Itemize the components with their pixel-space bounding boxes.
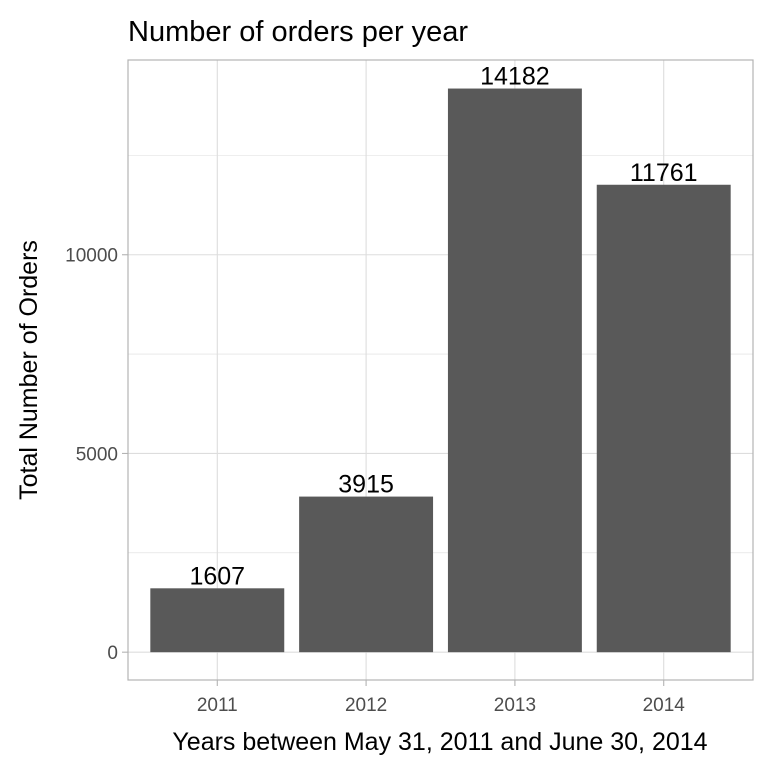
y-axis: 0 5000 10000	[65, 246, 128, 664]
data-label-2012: 3915	[338, 471, 394, 499]
bar-2011	[150, 588, 285, 653]
bar-2013	[447, 88, 582, 653]
data-labels: 1607 3915 14182 11761	[189, 63, 697, 591]
bars	[150, 88, 731, 653]
x-tick-label: 2013	[494, 695, 536, 716]
y-tick-label: 0	[107, 643, 118, 664]
y-tick-label: 5000	[76, 444, 118, 465]
x-axis: 2011 2012 2013 2014	[197, 680, 685, 716]
x-axis-title: Years between May 31, 2011 and June 30, …	[172, 728, 707, 756]
chart-title: Number of orders per year	[128, 16, 468, 48]
data-label-2013: 14182	[480, 63, 550, 91]
x-tick-label: 2012	[345, 695, 387, 716]
bar-2012	[299, 496, 434, 653]
y-tick-label: 10000	[65, 246, 118, 267]
x-tick-label: 2014	[643, 695, 686, 716]
data-label-2011: 1607	[189, 562, 245, 590]
data-label-2014: 11761	[630, 159, 698, 187]
bar-2014	[596, 184, 731, 653]
panel-border	[127, 59, 754, 681]
y-axis-title: Total Number of Orders	[15, 240, 43, 500]
x-tick-label: 2011	[197, 695, 238, 716]
